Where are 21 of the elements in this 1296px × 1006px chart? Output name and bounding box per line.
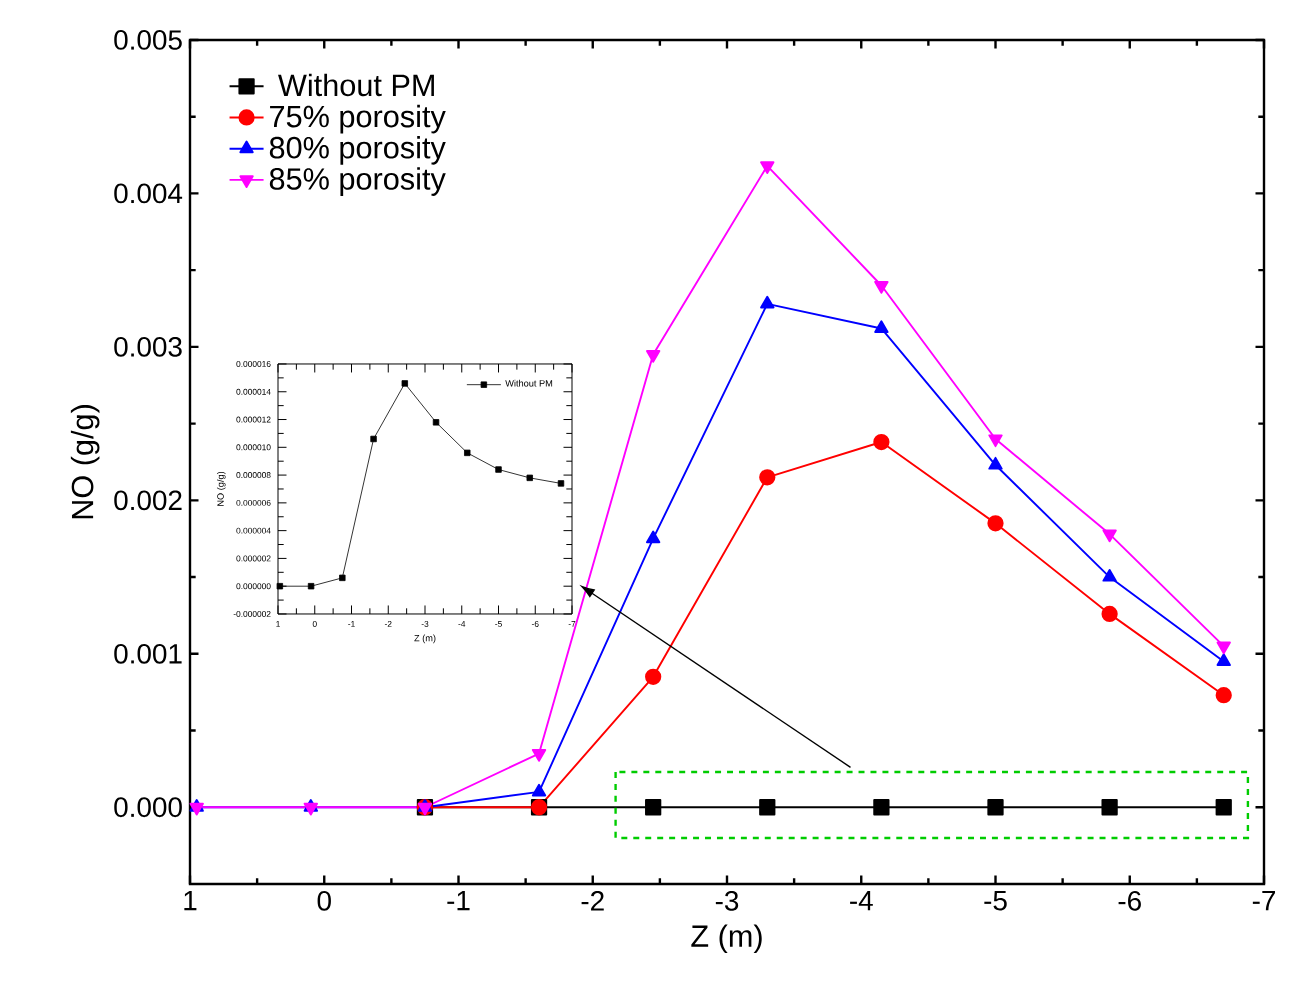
legend-label: 85% porosity — [269, 167, 446, 196]
y-tick-label: 0.000 — [114, 797, 182, 818]
legend-label: 80% porosity — [269, 136, 446, 165]
y-tick-label: 0.003 — [114, 336, 182, 357]
x-tick-label: -1 — [447, 891, 470, 911]
y-tick-label: 0.001 — [114, 643, 182, 664]
x-axis-title: Z (m) — [691, 924, 762, 954]
y-axis-title: NO (g/g) — [70, 405, 100, 519]
x-tick-label: -2 — [581, 890, 604, 911]
x-tick-label: -7 — [1252, 891, 1276, 911]
x-tick-label: -6 — [1118, 890, 1141, 911]
x-tick-label: -3 — [715, 890, 739, 911]
y-tick-label: 0.002 — [114, 490, 182, 511]
y-tick-label: 0.004 — [114, 183, 183, 204]
x-tick-label: 1 — [184, 891, 197, 911]
x-tick-label: -4 — [850, 891, 873, 911]
x-tick-label: 0 — [317, 890, 331, 911]
y-tick-label: 0.005 — [114, 30, 182, 50]
legend-label: 75% porosity — [270, 104, 446, 134]
legend-label: Without PM — [278, 73, 434, 97]
x-tick-label: -5 — [984, 891, 1007, 911]
